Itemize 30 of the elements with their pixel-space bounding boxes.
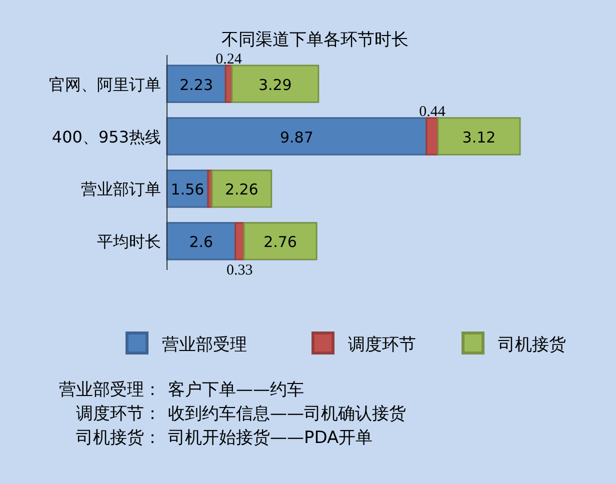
data-label: 1.56 — [170, 180, 204, 199]
bar — [211, 170, 272, 208]
y-tick-label: 营业部订单 — [81, 180, 161, 199]
data-label: 2.6 — [189, 233, 214, 252]
data-label: 2.23 — [180, 76, 214, 94]
y-tick-label: 平均时长 — [97, 232, 161, 252]
data-label: 0.33 — [226, 262, 253, 279]
text: 营业部受理： 客户下单——约车 — [59, 380, 304, 400]
data-label: 0.24 — [216, 51, 242, 68]
data-label: 0.44 — [419, 104, 446, 120]
chart-title: 不同渠道下单各环节时长 — [222, 30, 408, 50]
legend-label: 司机接货 — [498, 335, 566, 355]
data-label: 3.12 — [462, 128, 496, 146]
legend-label: 营业部受理 — [162, 335, 247, 355]
text: 司机接货： 司机开始接货——PDA开单 — [76, 428, 373, 448]
data-label: 2.26 — [224, 180, 258, 199]
bar — [166, 117, 428, 156]
bar — [166, 64, 226, 103]
data-label: 3.29 — [258, 76, 292, 94]
bar — [243, 222, 318, 260]
bar — [437, 117, 521, 156]
data-label: 2.76 — [264, 233, 297, 252]
data-label: 9.87 — [280, 128, 314, 146]
legend-label: 调度环节 — [348, 335, 416, 355]
bar — [234, 222, 245, 260]
bar — [231, 64, 320, 103]
y-tick-label: 官网、阿里订单 — [49, 74, 161, 94]
y-tick-label: 400、953热线 — [52, 127, 161, 146]
text: 调度环节：收到约车信息——司机确认接货 — [76, 404, 406, 424]
bar — [166, 222, 236, 260]
